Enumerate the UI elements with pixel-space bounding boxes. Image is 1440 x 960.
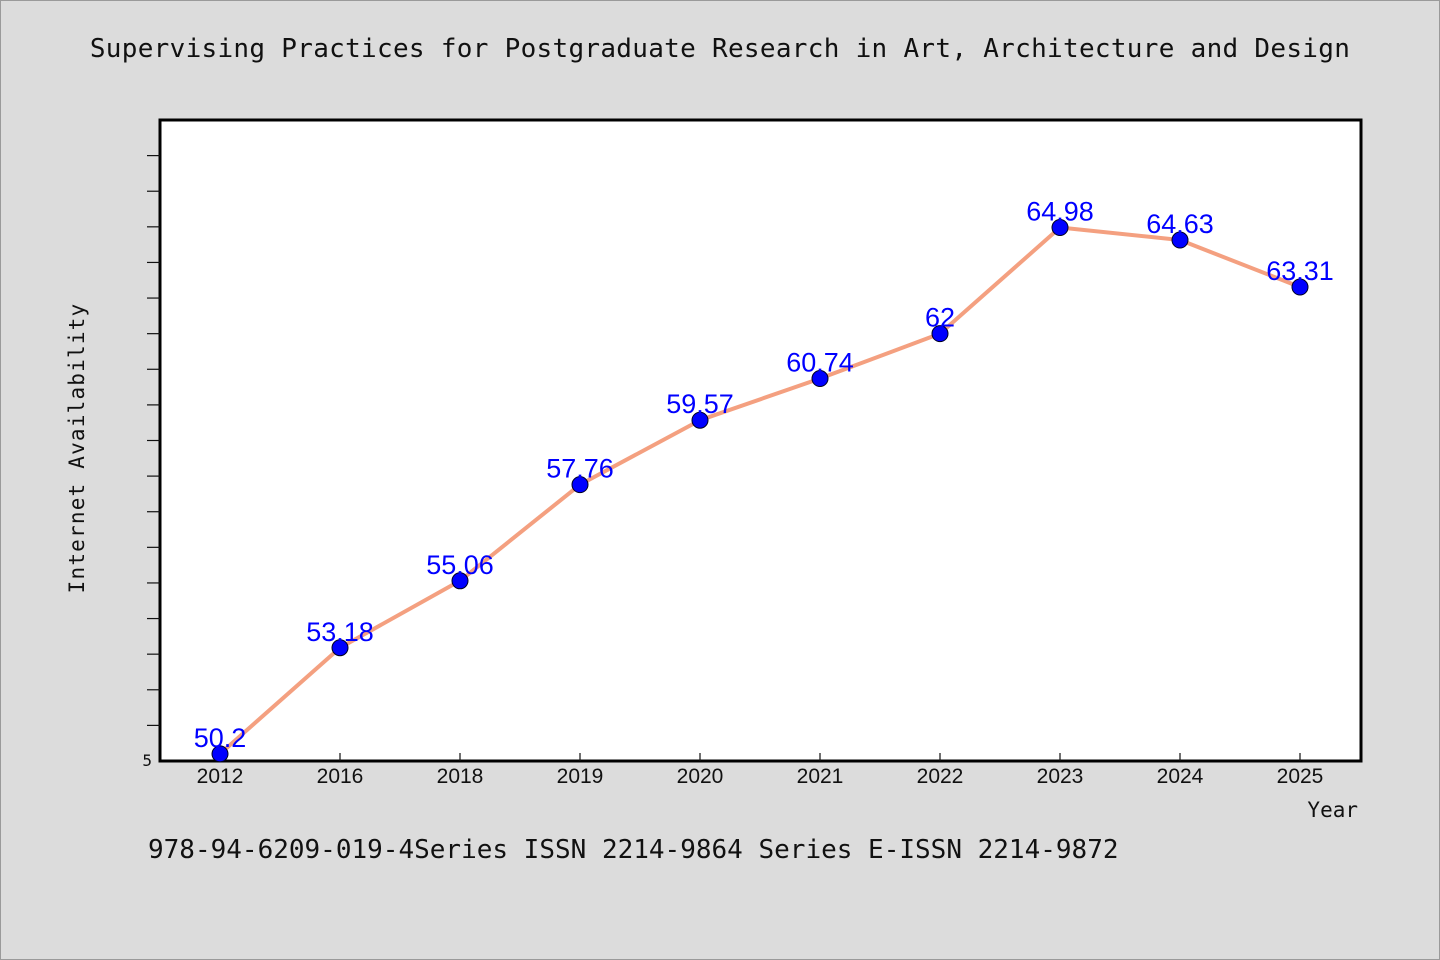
data-label: 62 xyxy=(925,303,955,333)
y-axis-label: Internet Availability xyxy=(65,303,89,594)
x-tick-label: 2012 xyxy=(197,765,244,788)
data-point xyxy=(211,745,229,763)
data-point xyxy=(691,411,709,429)
x-tick-label: 2021 xyxy=(797,765,844,788)
plot-area xyxy=(158,118,1363,763)
x-tick-label: 2025 xyxy=(1277,765,1324,788)
chart-title: Supervising Practices for Postgraduate R… xyxy=(89,34,1351,64)
x-tick-label: 2024 xyxy=(1157,765,1204,788)
x-tick-label: 2016 xyxy=(317,765,364,788)
x-tick-label: 2019 xyxy=(557,765,604,788)
x-tick-label: 2022 xyxy=(917,765,964,788)
data-point xyxy=(811,370,829,388)
data-point xyxy=(1291,278,1309,296)
data-label: 57.76 xyxy=(546,454,614,484)
data-point xyxy=(331,639,349,657)
y-axis-ticks: 5 xyxy=(142,155,160,770)
data-label: 63.31 xyxy=(1266,256,1334,286)
series-line xyxy=(218,225,1301,756)
data-label: 59.57 xyxy=(666,389,734,419)
x-tick-label: 2023 xyxy=(1037,765,1084,788)
data-label: 55.06 xyxy=(426,550,494,580)
data-label: 64.63 xyxy=(1146,209,1214,239)
data-label: 64.98 xyxy=(1026,197,1094,227)
data-point xyxy=(1171,231,1189,249)
data-label: 60.74 xyxy=(786,348,854,378)
y-tick-label: 5 xyxy=(142,751,152,770)
x-axis-ticks: 2012 2016 2018 2019 2020 2021 2022 2023 2024 2025 xyxy=(197,753,1324,788)
data-label: 50.2 xyxy=(194,723,247,753)
data-point xyxy=(931,325,949,343)
series-layer: 50.2 53.18 55.06 57.76 59.57 60.74 62 64.98 64.6… xyxy=(194,197,1334,763)
footer-note: 978-94-6209-019-4Series ISSN 2214-9864 S… xyxy=(148,835,1119,865)
data-point xyxy=(451,572,469,590)
data-point xyxy=(1051,219,1069,237)
x-axis-label: Year xyxy=(1307,798,1358,822)
data-point xyxy=(571,476,589,494)
data-label: 53.18 xyxy=(306,617,374,647)
x-tick-label: 2018 xyxy=(437,765,484,788)
x-tick-label: 2020 xyxy=(677,765,724,788)
